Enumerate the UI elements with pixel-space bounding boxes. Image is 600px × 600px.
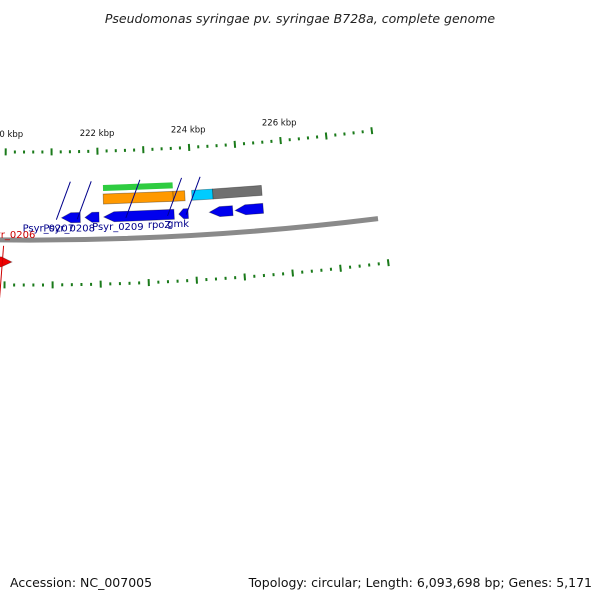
scale-tick	[233, 140, 237, 148]
gene-feature	[234, 202, 265, 216]
scale-label: 222 kbp	[80, 129, 115, 139]
scale-label: 226 kbp	[262, 119, 297, 129]
label-leader	[167, 177, 183, 217]
gene-feature	[102, 190, 174, 205]
gene-label: Psyr_0209	[92, 222, 144, 233]
gene-label: Psyr_0207	[23, 224, 75, 235]
label-leader	[0, 245, 5, 298]
scale-tick	[370, 127, 374, 135]
gene-feature	[208, 205, 234, 218]
gene-feature	[102, 208, 175, 223]
gene-feature	[84, 211, 100, 223]
gene-label: gmk	[167, 219, 189, 230]
scale-tick	[386, 259, 390, 267]
gene-feature	[212, 184, 263, 200]
genome-backbone	[0, 216, 379, 243]
scale-tick	[339, 264, 342, 272]
map-title: Pseudomonas syringae pv. syringae B728a,…	[105, 11, 496, 26]
gene-label: Psyr_0206	[0, 230, 35, 241]
gene-feature	[60, 212, 81, 224]
genome-summary-text: Topology: circular; Length: 6,093,698 bp…	[248, 575, 592, 590]
label-leader	[55, 181, 71, 220]
feature-layer	[0, 182, 265, 268]
scale-label: 224 kbp	[171, 125, 206, 135]
scale-tick	[324, 132, 328, 140]
gene-label: rpoZ	[148, 220, 172, 231]
tick-layer	[3, 127, 390, 289]
gene-feature	[178, 208, 189, 220]
scale-label: 220 kbp	[0, 130, 23, 140]
gene-label: Psyr_0208	[43, 223, 95, 234]
label-leader	[125, 179, 141, 219]
label-leader	[76, 181, 92, 220]
scale-tick	[279, 136, 282, 145]
scale-tick	[243, 273, 247, 281]
label-leader	[185, 176, 201, 215]
accession-text: Accession: NC_007005	[10, 575, 152, 590]
gene-label-layer: Psyr_0199Psyr_0206Psyr_0200Psyr_0201Psyr…	[0, 176, 201, 298]
scale-tick	[291, 269, 294, 277]
